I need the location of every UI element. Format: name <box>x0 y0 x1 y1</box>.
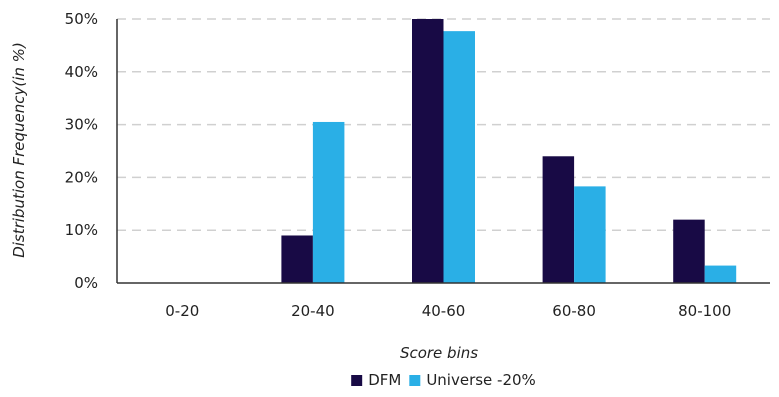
y-tick-label-3: 30% <box>65 116 98 134</box>
y-tick-label-5: 50% <box>65 10 98 28</box>
bar-1-4 <box>704 265 737 283</box>
bar-0-3 <box>542 156 575 283</box>
x-tick-label-4: 80-100 <box>678 302 731 320</box>
bar-1-2 <box>443 31 475 284</box>
bar-1-1 <box>312 121 345 284</box>
x-tick-label-0: 0-20 <box>165 302 199 320</box>
y-tick-labels: 0% 10% 20% 30% 40% 50% <box>65 10 98 292</box>
x-tick-label-1: 20-40 <box>291 302 335 320</box>
y-tick-label-0: 0% <box>74 274 98 292</box>
legend-swatch-1 <box>409 375 421 386</box>
y-tick-label-4: 40% <box>65 63 98 81</box>
x-tick-label-3: 60-80 <box>552 302 596 320</box>
y-tick-label-1: 10% <box>65 221 98 239</box>
bar-1-3 <box>574 186 606 283</box>
bar-0-2 <box>412 19 444 283</box>
bars <box>281 19 737 284</box>
axes <box>116 19 770 284</box>
x-axis-label: Score bins <box>400 344 478 362</box>
legend: DFM Universe -20% <box>351 371 536 389</box>
x-tick-labels: 0-20 20-40 40-60 60-80 80-100 <box>165 302 731 320</box>
legend-label-1: Universe -20% <box>426 371 536 389</box>
gridlines <box>117 18 770 231</box>
bar-0-1 <box>281 235 313 283</box>
legend-label-0: DFM <box>368 371 401 389</box>
x-tick-label-2: 40-60 <box>422 302 466 320</box>
bar-0-4 <box>673 219 705 283</box>
legend-swatch-0 <box>351 375 363 386</box>
y-tick-label-2: 20% <box>65 168 98 186</box>
y-axis-label: Distribution Frequency(in %) <box>10 42 28 258</box>
